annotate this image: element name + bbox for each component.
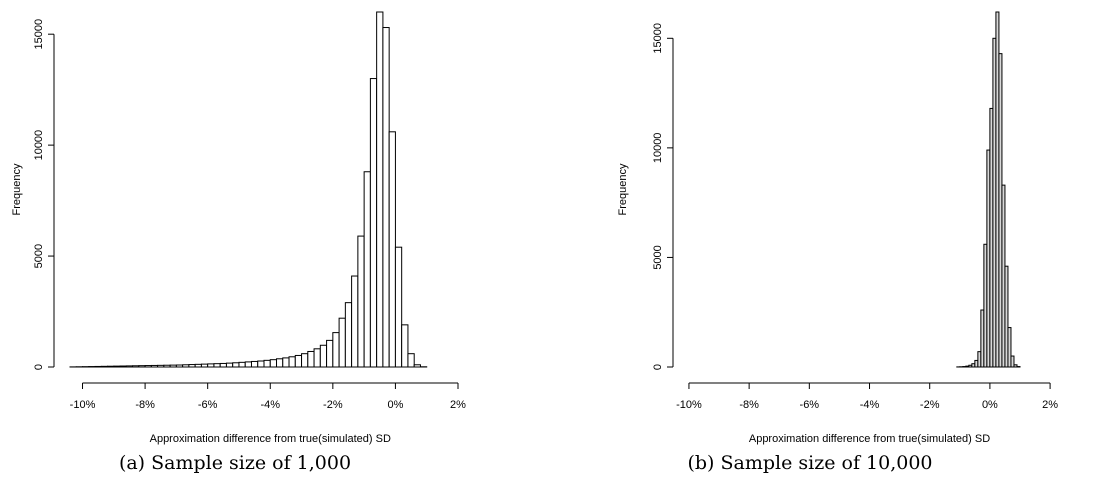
y-tick-label-b-1: 5000 <box>652 245 664 269</box>
bar-a-20 <box>194 363 202 368</box>
bar-a-6 <box>107 365 115 368</box>
bar-a-54 <box>407 353 415 368</box>
bar-a-16 <box>169 364 177 368</box>
x-axis-title-a: Approximation difference from true(simul… <box>150 433 391 445</box>
y-tick-label-a-3: 15000 <box>33 19 45 50</box>
x-tick-label-b-2: -6% <box>800 399 820 411</box>
bar-a-7 <box>113 365 121 368</box>
bar-a-27 <box>238 361 246 368</box>
bar-a-17 <box>175 364 184 368</box>
bar-a-41 <box>326 339 334 368</box>
bar-a-24 <box>219 362 227 368</box>
x-tick-label-a-4: -2% <box>323 399 343 411</box>
bar-a-29 <box>250 360 259 368</box>
bars-a <box>69 11 428 368</box>
y-tick-label-b-3: 15000 <box>652 23 664 54</box>
caption-a: (a) Sample size of 1,000 <box>118 452 352 474</box>
bar-a-33 <box>276 358 284 368</box>
chart-panel-b: -10% -8% -6% -4% -2% 0% 2% 0 5000 10000 15000 Appro… <box>550 0 1099 502</box>
chart-panel-a: -10% -8% -6% -4% -2% 0% 2% 0 5000 10000 15000 Appro… <box>11 11 466 474</box>
bar-a-8 <box>119 365 127 368</box>
bar-a-18 <box>182 364 190 368</box>
y-tick-label-b-2: 10000 <box>652 133 664 164</box>
bar-a-12 <box>144 365 152 368</box>
bar-a-45 <box>351 275 359 368</box>
bar-a-43 <box>338 317 346 368</box>
bar-b-100 <box>1007 327 1012 368</box>
bar-a-4 <box>94 365 102 368</box>
y-axis-title-a: Frequency <box>11 163 23 215</box>
bar-a-21 <box>200 363 209 368</box>
y-axis-title-b: Frequency <box>617 163 629 215</box>
y-tick-label-a-2: 10000 <box>33 130 45 161</box>
y-tick-label-a-0: 0 <box>33 364 45 370</box>
x-tick-label-b-3: -4% <box>860 399 880 411</box>
bar-a-42 <box>332 332 340 368</box>
x-tick-label-a-3: -4% <box>260 399 280 411</box>
bar-a-40 <box>319 344 328 368</box>
histogram-chart-a: -10% -8% -6% -4% -2% 0% 2% 0 5000 10000 15000 Appro… <box>11 11 466 445</box>
bar-a-10 <box>132 365 140 368</box>
bar-a-19 <box>188 364 196 368</box>
bar-b-99 <box>1004 265 1009 368</box>
bar-a-28 <box>244 361 252 368</box>
bars-b <box>956 11 1021 368</box>
x-tick-label-b-4: -2% <box>920 399 940 411</box>
bar-a-31 <box>263 359 271 368</box>
bar-b-102 <box>1013 364 1018 368</box>
bar-a-34 <box>282 357 290 368</box>
bar-a-48 <box>369 78 378 368</box>
bar-a-26 <box>232 362 240 368</box>
x-tick-label-a-1: -8% <box>135 399 155 411</box>
x-tick-label-b-5: 0% <box>982 399 998 411</box>
bar-a-14 <box>157 364 165 368</box>
bar-a-22 <box>207 363 215 368</box>
x-tick-label-b-1: -8% <box>739 399 759 411</box>
bar-a-55 <box>413 364 421 368</box>
x-tick-label-a-0: -10% <box>70 399 96 411</box>
bar-a-25 <box>225 362 234 368</box>
bar-a-5 <box>100 365 109 368</box>
bar-a-46 <box>357 235 365 368</box>
bar-a-47 <box>363 171 371 368</box>
bar-a-15 <box>163 364 171 368</box>
x-tick-label-a-2: -6% <box>198 399 218 411</box>
bar-a-32 <box>269 359 278 368</box>
histogram-chart-b: -10% -8% -6% -4% -2% 0% 2% 0 5000 10000 15000 Appro… <box>617 11 1058 445</box>
bar-a-9 <box>125 365 134 368</box>
bar-a-35 <box>288 356 296 368</box>
bar-a-49 <box>376 11 384 368</box>
bar-a-36 <box>294 354 303 368</box>
x-tick-label-a-6: 2% <box>450 399 466 411</box>
bar-a-38 <box>307 350 315 368</box>
bar-a-37 <box>301 353 309 368</box>
bar-b-101 <box>1010 355 1015 368</box>
bar-a-52 <box>394 246 403 368</box>
bar-a-13 <box>150 364 159 368</box>
bar-a-30 <box>257 360 265 368</box>
bar-a-11 <box>138 365 146 368</box>
x-tick-label-b-0: -10% <box>676 399 702 411</box>
caption-b: (b) Sample size of 10,000 <box>687 452 933 474</box>
bar-a-39 <box>313 348 321 368</box>
x-tick-label-b-6: 2% <box>1042 399 1058 411</box>
bar-a-44 <box>344 302 353 368</box>
bar-a-23 <box>213 363 221 368</box>
x-tick-label-a-5: 0% <box>387 399 403 411</box>
y-tick-label-a-1: 5000 <box>33 244 45 268</box>
x-axis-title-b: Approximation difference from true(simul… <box>749 433 990 445</box>
y-tick-label-b-0: 0 <box>652 364 664 370</box>
bar-a-53 <box>401 324 409 368</box>
bar-a-50 <box>382 27 390 368</box>
bar-a-51 <box>388 131 396 368</box>
